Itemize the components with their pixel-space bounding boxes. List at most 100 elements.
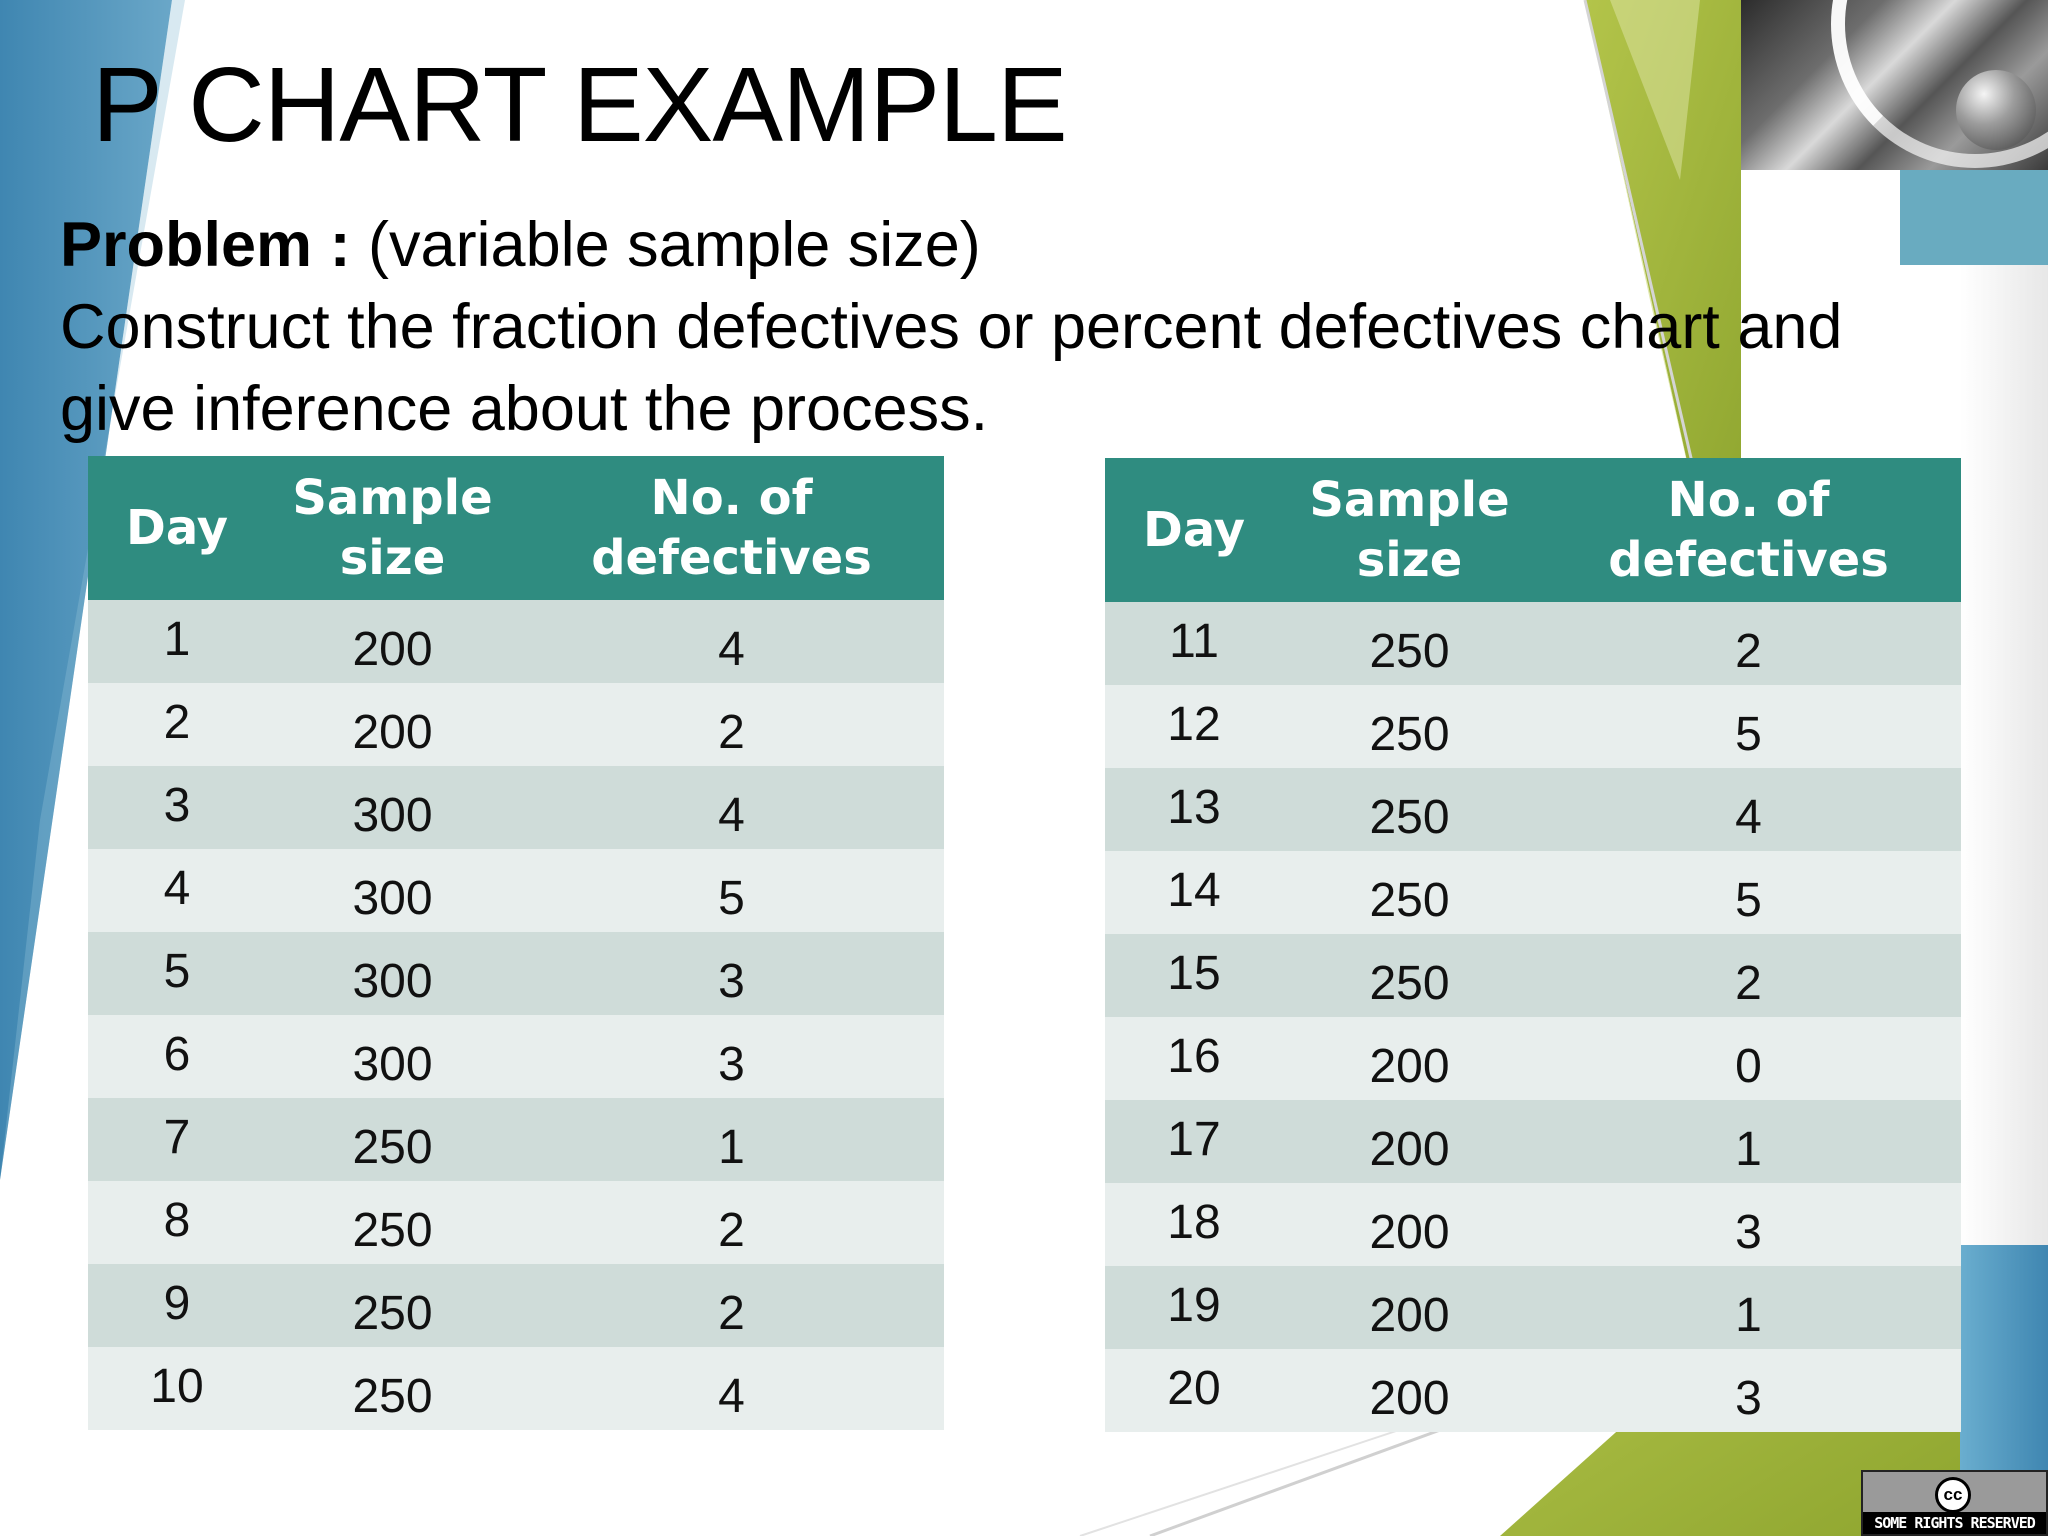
cell-sample-size: 250 [1283, 602, 1536, 685]
cell-day: 12 [1105, 685, 1283, 768]
table-row: 16 200 0 [1105, 1017, 1961, 1100]
table-row: 18 200 3 [1105, 1183, 1961, 1266]
header-defectives: No. of defectives [519, 456, 944, 600]
cell-day: 10 [88, 1347, 266, 1430]
header-sample-size: Sample size [1283, 458, 1536, 602]
table-row: 9 250 2 [88, 1264, 944, 1347]
cell-defectives: 3 [1536, 1183, 1961, 1266]
cell-day: 2 [88, 683, 266, 766]
cell-sample-size: 200 [1283, 1183, 1536, 1266]
cell-day: 19 [1105, 1266, 1283, 1349]
license-label: SOME RIGHTS RESERVED [1863, 1512, 2046, 1534]
right-panel-shade [1960, 265, 2048, 1245]
cell-defectives: 1 [1536, 1100, 1961, 1183]
cell-sample-size: 200 [266, 683, 519, 766]
cell-defectives: 2 [1536, 602, 1961, 685]
cell-day: 8 [88, 1181, 266, 1264]
cell-day: 3 [88, 766, 266, 849]
cell-sample-size: 300 [266, 932, 519, 1015]
table-header-row: Day Sample size No. of defectives [88, 456, 944, 600]
cell-sample-size: 300 [266, 849, 519, 932]
cell-defectives: 5 [1536, 685, 1961, 768]
cell-defectives: 1 [519, 1098, 944, 1181]
header-day: Day [88, 456, 266, 600]
cell-sample-size: 250 [1283, 685, 1536, 768]
table-header-row: Day Sample size No. of defectives [1105, 458, 1961, 602]
table-row: 7 250 1 [88, 1098, 944, 1181]
table-row: 17 200 1 [1105, 1100, 1961, 1183]
table-row: 14 250 5 [1105, 851, 1961, 934]
cell-defectives: 3 [1536, 1349, 1961, 1432]
slide-title: P CHART EXAMPLE [92, 46, 1068, 164]
table-row: 20 200 3 [1105, 1349, 1961, 1432]
cell-day: 4 [88, 849, 266, 932]
cell-defectives: 4 [1536, 768, 1961, 851]
license-badge: cc SOME RIGHTS RESERVED [1861, 1470, 2048, 1536]
cell-sample-size: 200 [1283, 1349, 1536, 1432]
cell-sample-size: 250 [266, 1181, 519, 1264]
problem-label: Problem : [60, 210, 351, 280]
decorative-photo [1741, 0, 2048, 170]
table-row: 4 300 5 [88, 849, 944, 932]
cell-day: 7 [88, 1098, 266, 1181]
table-row: 8 250 2 [88, 1181, 944, 1264]
table-row: 5 300 3 [88, 932, 944, 1015]
cell-day: 11 [1105, 602, 1283, 685]
cell-day: 16 [1105, 1017, 1283, 1100]
cell-defectives: 2 [519, 1264, 944, 1347]
cell-defectives: 2 [519, 1181, 944, 1264]
cell-defectives: 4 [519, 600, 944, 683]
cell-day: 6 [88, 1015, 266, 1098]
table-row: 13 250 4 [1105, 768, 1961, 851]
cell-sample-size: 250 [266, 1264, 519, 1347]
cell-defectives: 4 [519, 1347, 944, 1430]
table-row: 2 200 2 [88, 683, 944, 766]
cell-day: 14 [1105, 851, 1283, 934]
cell-defectives: 0 [1536, 1017, 1961, 1100]
table-row: 12 250 5 [1105, 685, 1961, 768]
cell-defectives: 2 [1536, 934, 1961, 1017]
defects-table-right: Day Sample size No. of defectives 11 250 2 1… [1105, 458, 1961, 1432]
table-row: 11 250 2 [1105, 602, 1961, 685]
cell-sample-size: 200 [1283, 1100, 1536, 1183]
cell-defectives: 2 [519, 683, 944, 766]
cell-day: 9 [88, 1264, 266, 1347]
cell-defectives: 5 [519, 849, 944, 932]
cell-sample-size: 200 [1283, 1266, 1536, 1349]
cell-day: 1 [88, 600, 266, 683]
cell-sample-size: 250 [1283, 934, 1536, 1017]
cell-sample-size: 250 [266, 1347, 519, 1430]
table-row: 10 250 4 [88, 1347, 944, 1430]
problem-qualifier: (variable sample size) [350, 210, 981, 280]
cell-day: 5 [88, 932, 266, 1015]
header-sample-size: Sample size [266, 456, 519, 600]
photo-sphere-shape [1956, 70, 2036, 150]
cell-day: 18 [1105, 1183, 1283, 1266]
cell-sample-size: 300 [266, 766, 519, 849]
header-day: Day [1105, 458, 1283, 602]
cell-sample-size: 250 [266, 1098, 519, 1181]
cell-sample-size: 200 [1283, 1017, 1536, 1100]
table-row: 6 300 3 [88, 1015, 944, 1098]
cell-defectives: 3 [519, 932, 944, 1015]
cell-defectives: 4 [519, 766, 944, 849]
cell-day: 15 [1105, 934, 1283, 1017]
table-row: 15 250 2 [1105, 934, 1961, 1017]
cell-sample-size: 300 [266, 1015, 519, 1098]
cell-sample-size: 250 [1283, 851, 1536, 934]
table-row: 19 200 1 [1105, 1266, 1961, 1349]
creative-commons-icon: cc [1935, 1477, 1971, 1513]
table-row: 1 200 4 [88, 600, 944, 683]
cell-defectives: 1 [1536, 1266, 1961, 1349]
problem-statement: Problem : (variable sample size) Constru… [60, 204, 1960, 450]
cell-defectives: 3 [519, 1015, 944, 1098]
cell-day: 20 [1105, 1349, 1283, 1432]
table-row: 3 300 4 [88, 766, 944, 849]
problem-text: Construct the fraction defectives or per… [60, 292, 1843, 444]
cell-sample-size: 250 [1283, 768, 1536, 851]
cell-day: 17 [1105, 1100, 1283, 1183]
cell-sample-size: 200 [266, 600, 519, 683]
cell-day: 13 [1105, 768, 1283, 851]
header-defectives: No. of defectives [1536, 458, 1961, 602]
